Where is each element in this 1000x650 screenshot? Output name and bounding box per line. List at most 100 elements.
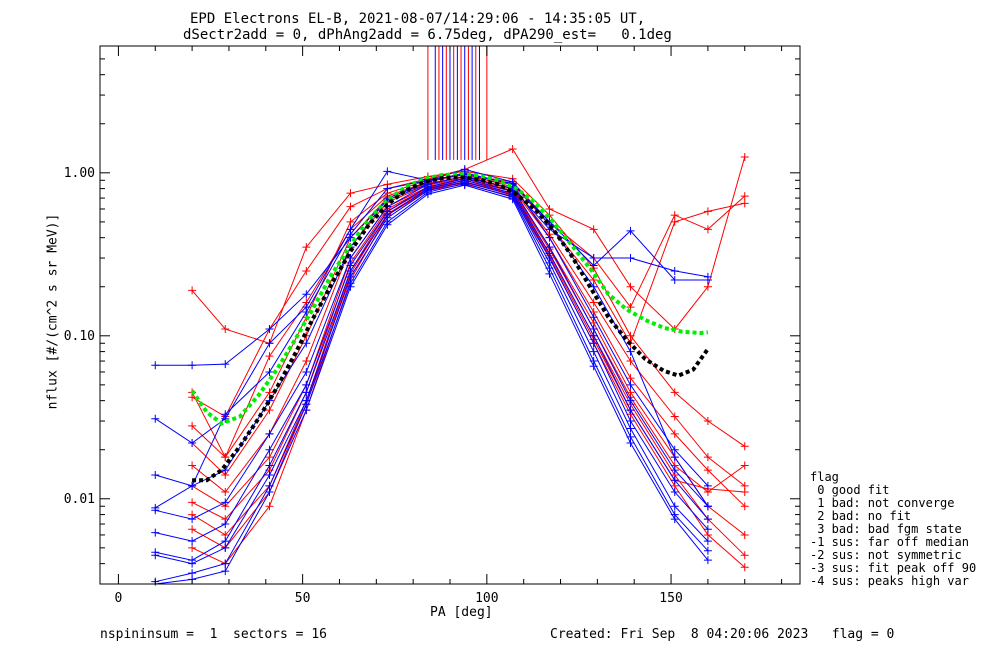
red-trace-line [191, 177, 746, 507]
red-trace-point [508, 145, 517, 154]
red-trace-point [626, 282, 635, 291]
footer-right: Created: Fri Sep 8 04:20:06 2023 flag = … [550, 627, 895, 642]
blue-trace-point [589, 339, 598, 348]
red-trace-point [740, 192, 749, 201]
blue-trace-line [155, 175, 709, 520]
blue-trace-line [155, 178, 709, 542]
blue-trace-point [151, 528, 160, 537]
red-trace-point [188, 421, 197, 430]
x-tick-label: 150 [659, 591, 682, 606]
red-trace-line [191, 178, 746, 536]
red-trace-point [346, 217, 355, 226]
red-trace-point [265, 388, 274, 397]
blue-trace-point [626, 347, 635, 356]
red-trace-point [265, 406, 274, 415]
blue-trace-point [423, 190, 432, 199]
red-trace-point [703, 207, 712, 216]
red-trace-point [188, 525, 197, 534]
black-fit-curve [192, 175, 710, 483]
blue-trace-point [670, 275, 679, 284]
y-axis-label: nflux [#/(cm^2 s sr MeV)] [45, 213, 61, 410]
blue-trace-point [221, 537, 230, 546]
blue-trace-point [626, 438, 635, 447]
red-trace-point [626, 374, 635, 383]
red-trace-point [589, 225, 598, 234]
red-trace-point [670, 429, 679, 438]
red-trace-point [740, 461, 749, 470]
blue-trace-point [670, 476, 679, 485]
blue-trace-point [383, 184, 392, 193]
red-trace-point [265, 453, 274, 462]
red-trace-point [221, 325, 230, 334]
red-trace-point [740, 442, 749, 451]
flag-legend-item: -3 sus: fit peak off 90 [810, 561, 977, 575]
red-trace-point [740, 502, 749, 511]
blue-trace-point [626, 424, 635, 433]
red-trace-point [188, 286, 197, 295]
red-trace-point [670, 388, 679, 397]
blue-trace-point [589, 347, 598, 356]
axes: 0 50 100 150 0.01 0.10 1.00 [64, 45, 801, 606]
blue-trace-point [221, 498, 230, 507]
x-tick-label: 100 [475, 591, 498, 606]
red-trace-point [703, 225, 712, 234]
flag-legend-item: 2 bad: no fit [810, 509, 912, 523]
red-trace-point [346, 189, 355, 198]
blue-trace-point [188, 537, 197, 546]
red-trace-point [302, 266, 311, 275]
blue-trace-point [265, 429, 274, 438]
blue-trace-point [670, 453, 679, 462]
red-trace-point [302, 243, 311, 252]
blue-trace-point [703, 546, 712, 555]
blue-trace-point [589, 331, 598, 340]
blue-trace-point [265, 339, 274, 348]
blue-trace-point [302, 367, 311, 376]
blue-trace-point [589, 362, 598, 371]
blue-trace-point [265, 325, 274, 334]
blue-trace-point [670, 515, 679, 524]
red-trace-point [265, 352, 274, 361]
flag-legend-item: 1 bad: not converge [810, 496, 955, 510]
red-trace-point [545, 204, 554, 213]
blue-trace-point [151, 470, 160, 479]
red-trace-point [703, 282, 712, 291]
red-trace-point [740, 551, 749, 560]
red-trace-line [191, 179, 745, 520]
flag-legend-item: -1 sus: far off median [810, 535, 969, 549]
blue-trace-point [151, 551, 160, 560]
saturation-lines [427, 46, 488, 160]
blue-trace-point [265, 470, 274, 479]
blue-trace-point [508, 177, 517, 186]
blue-trace-point [302, 290, 311, 299]
red-trace-point [188, 393, 197, 402]
blue-trace-point [221, 360, 230, 369]
red-trace-point [221, 453, 230, 462]
blue-trace-point [626, 417, 635, 426]
blue-trace-point [626, 380, 635, 389]
blue-trace-point [545, 233, 554, 242]
red-trace-point [265, 502, 274, 511]
red-trace-point [302, 357, 311, 366]
blue-trace-point [703, 525, 712, 534]
blue-trace-point [703, 537, 712, 546]
blue-trace-point [670, 502, 679, 511]
blue-trace-point [346, 230, 355, 239]
blue-trace-point [151, 503, 160, 512]
blue-trace-point [460, 181, 469, 190]
blue-trace-point [188, 361, 197, 370]
red-trace-line [191, 170, 745, 447]
blue-trace-point [265, 488, 274, 497]
red-trace-point [740, 199, 749, 208]
red-trace-point [740, 488, 749, 497]
red-trace-point [188, 543, 197, 552]
red-trace-point [188, 461, 197, 470]
blue-trace-point [265, 367, 274, 376]
blue-trace-point [703, 515, 712, 524]
blue-trace-point [346, 254, 355, 263]
red-trace-point [188, 498, 197, 507]
green-fit-curve [190, 172, 709, 426]
red-trace-point [703, 453, 712, 462]
blue-trace-point [302, 406, 311, 415]
blue-trace-point [670, 488, 679, 497]
